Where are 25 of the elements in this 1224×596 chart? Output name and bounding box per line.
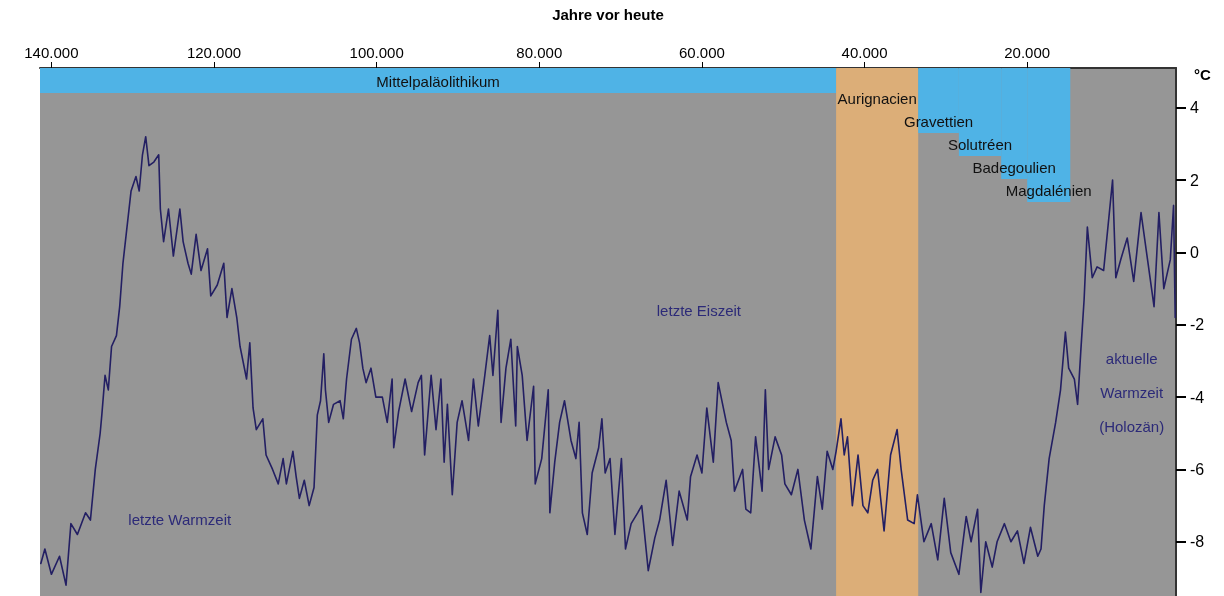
y-tick-label: 0 <box>1190 243 1199 261</box>
y-tick-label: -6 <box>1190 460 1205 478</box>
y-axis-title: °C <box>1194 66 1211 83</box>
x-tick-label: 40.000 <box>841 44 888 61</box>
x-tick-label: 100.000 <box>349 44 404 61</box>
y-tick-label: -2 <box>1190 316 1205 334</box>
x-axis-title: Jahre vor heute <box>552 6 664 23</box>
band-label: Solutréen <box>947 135 1013 153</box>
x-tick-label: 120.000 <box>186 44 242 61</box>
y-tick-label: 2 <box>1190 171 1199 189</box>
band-label: Aurignacien <box>837 89 917 107</box>
annotation: letzte Eiszeit <box>656 302 742 320</box>
y-tick-label: -4 <box>1190 388 1205 406</box>
band-label: Mittelpaläolithikum <box>376 72 500 90</box>
annotation: aktuelle Warmzeit (Holozän) <box>1099 349 1165 435</box>
x-tick-label: 20.000 <box>1004 44 1051 61</box>
band-label: Magdalénien <box>1005 181 1092 199</box>
y-tick-label: 4 <box>1190 99 1199 117</box>
x-tick-label: 60.000 <box>678 44 725 61</box>
line-series <box>40 135 1176 594</box>
x-tick-label: 140.000 <box>24 44 79 61</box>
band-label: Badegoulien <box>972 158 1056 176</box>
annotation: letzte Warmzeit <box>128 511 232 529</box>
x-tick-label: 80.000 <box>516 44 563 61</box>
y-tick-label: -8 <box>1190 533 1205 551</box>
